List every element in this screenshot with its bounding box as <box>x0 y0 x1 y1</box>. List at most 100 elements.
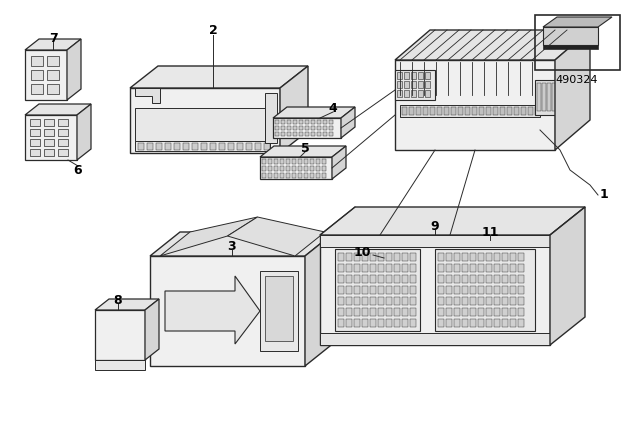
Bar <box>547 83 551 111</box>
Bar <box>362 308 368 316</box>
Bar <box>386 319 392 327</box>
Bar <box>507 107 512 115</box>
Bar <box>346 319 352 327</box>
Bar <box>444 107 449 115</box>
Bar <box>299 132 303 136</box>
Bar <box>292 159 296 164</box>
Bar <box>486 308 492 316</box>
Bar <box>500 107 505 115</box>
Circle shape <box>103 340 117 354</box>
Bar <box>462 308 468 316</box>
Polygon shape <box>273 107 355 118</box>
Polygon shape <box>150 232 335 256</box>
Text: 490324: 490324 <box>556 75 598 85</box>
Bar <box>486 319 492 327</box>
Bar <box>386 264 392 272</box>
Bar <box>494 253 500 261</box>
Text: 2: 2 <box>209 23 218 36</box>
Bar <box>286 166 290 171</box>
Bar <box>95 360 145 370</box>
Polygon shape <box>395 30 590 60</box>
Bar <box>310 173 314 178</box>
Bar <box>286 159 290 164</box>
Bar <box>219 143 225 150</box>
Bar <box>462 264 468 272</box>
Polygon shape <box>95 299 159 310</box>
Bar <box>323 120 327 124</box>
Bar <box>31 70 43 80</box>
Bar <box>454 264 460 272</box>
Bar <box>395 70 435 100</box>
Bar <box>310 159 314 164</box>
Bar <box>411 90 416 97</box>
Text: 10: 10 <box>353 246 371 258</box>
Bar <box>535 107 540 115</box>
Bar <box>370 286 376 294</box>
Bar <box>423 107 428 115</box>
Bar <box>370 253 376 261</box>
Bar <box>311 120 315 124</box>
Polygon shape <box>160 236 295 256</box>
Bar <box>346 286 352 294</box>
Polygon shape <box>543 17 612 27</box>
Bar <box>44 139 54 146</box>
Bar <box>510 308 516 316</box>
Bar <box>287 132 291 136</box>
Bar <box>446 308 452 316</box>
Bar <box>438 319 444 327</box>
Bar <box>438 297 444 305</box>
Polygon shape <box>543 27 598 45</box>
Bar <box>470 297 476 305</box>
Bar <box>192 143 198 150</box>
Bar <box>402 275 408 283</box>
Bar <box>416 107 421 115</box>
Bar <box>274 166 278 171</box>
Bar <box>510 264 516 272</box>
Polygon shape <box>280 66 308 153</box>
Text: 3: 3 <box>228 240 236 253</box>
Bar <box>462 319 468 327</box>
Polygon shape <box>145 299 159 360</box>
Bar <box>320 235 550 247</box>
Bar <box>435 249 535 331</box>
Bar <box>479 107 484 115</box>
Bar <box>58 129 68 136</box>
Bar <box>397 72 402 79</box>
Bar <box>454 319 460 327</box>
Bar <box>394 297 400 305</box>
Text: 9: 9 <box>431 220 439 233</box>
Polygon shape <box>341 107 355 138</box>
Bar <box>411 72 416 79</box>
Bar <box>316 166 320 171</box>
Bar <box>329 132 333 136</box>
Bar <box>317 132 321 136</box>
Bar <box>521 107 526 115</box>
Bar <box>316 173 320 178</box>
Bar <box>486 275 492 283</box>
Bar <box>293 120 297 124</box>
Bar <box>378 264 384 272</box>
Bar <box>494 264 500 272</box>
Bar <box>410 308 416 316</box>
Bar <box>338 297 344 305</box>
Bar <box>299 120 303 124</box>
Bar <box>275 126 279 130</box>
Bar <box>494 275 500 283</box>
Bar <box>30 149 40 156</box>
Bar <box>458 107 463 115</box>
Polygon shape <box>150 256 305 366</box>
Bar <box>535 15 620 70</box>
Bar <box>310 166 314 171</box>
Bar <box>430 107 435 115</box>
Bar <box>165 143 171 150</box>
Bar <box>454 253 460 261</box>
Circle shape <box>103 318 117 332</box>
Bar <box>293 132 297 136</box>
Bar <box>47 56 59 66</box>
Text: 1: 1 <box>600 189 609 202</box>
Polygon shape <box>25 115 77 160</box>
Polygon shape <box>305 232 335 366</box>
Bar <box>394 319 400 327</box>
Bar <box>386 286 392 294</box>
Polygon shape <box>25 39 81 50</box>
